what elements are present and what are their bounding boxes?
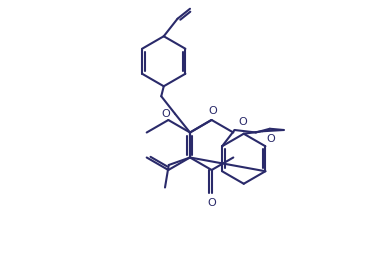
Text: O: O [161, 109, 170, 119]
Text: O: O [267, 134, 275, 144]
Text: O: O [208, 106, 217, 116]
Text: O: O [239, 117, 247, 127]
Text: O: O [207, 198, 216, 207]
